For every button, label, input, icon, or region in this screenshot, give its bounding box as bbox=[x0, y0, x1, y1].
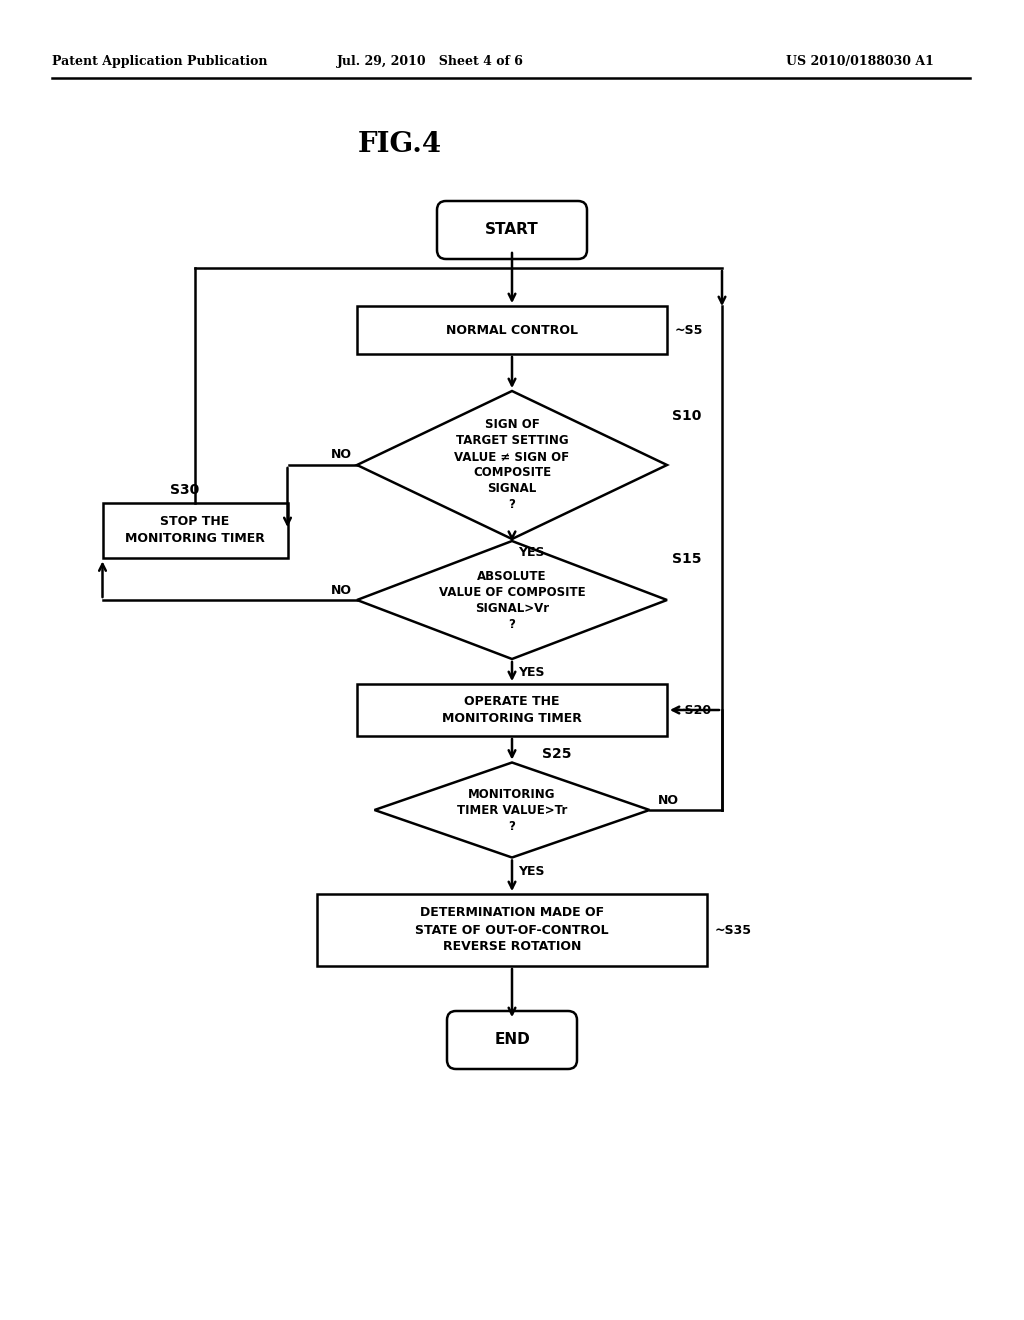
Text: OPERATE THE
MONITORING TIMER: OPERATE THE MONITORING TIMER bbox=[442, 696, 582, 725]
Text: S25: S25 bbox=[542, 747, 571, 762]
Text: STOP THE
MONITORING TIMER: STOP THE MONITORING TIMER bbox=[125, 515, 265, 545]
Text: YES: YES bbox=[518, 546, 545, 560]
Text: Patent Application Publication: Patent Application Publication bbox=[52, 55, 267, 69]
Text: S30: S30 bbox=[170, 483, 200, 498]
Bar bbox=[102, 503, 288, 557]
Text: YES: YES bbox=[518, 865, 545, 878]
Text: S15: S15 bbox=[672, 552, 701, 566]
Text: ~S20: ~S20 bbox=[675, 704, 712, 717]
Polygon shape bbox=[357, 391, 667, 539]
Text: ABSOLUTE
VALUE OF COMPOSITE
SIGNAL>Vr
?: ABSOLUTE VALUE OF COMPOSITE SIGNAL>Vr ? bbox=[438, 569, 586, 631]
Text: DETERMINATION MADE OF
STATE OF OUT-OF-CONTROL
REVERSE ROTATION: DETERMINATION MADE OF STATE OF OUT-OF-CO… bbox=[415, 907, 609, 953]
Text: END: END bbox=[495, 1032, 529, 1048]
Text: US 2010/0188030 A1: US 2010/0188030 A1 bbox=[786, 55, 934, 69]
Polygon shape bbox=[357, 541, 667, 659]
Text: MONITORING
TIMER VALUE>Tr
?: MONITORING TIMER VALUE>Tr ? bbox=[457, 788, 567, 833]
Text: START: START bbox=[485, 223, 539, 238]
Bar bbox=[357, 306, 667, 354]
FancyBboxPatch shape bbox=[447, 1011, 577, 1069]
Text: SIGN OF
TARGET SETTING
VALUE ≠ SIGN OF
COMPOSITE
SIGNAL
?: SIGN OF TARGET SETTING VALUE ≠ SIGN OF C… bbox=[455, 418, 569, 511]
Bar bbox=[357, 684, 667, 737]
Text: NO: NO bbox=[657, 793, 679, 807]
Text: S10: S10 bbox=[672, 409, 701, 422]
Text: NO: NO bbox=[331, 449, 352, 462]
Text: NORMAL CONTROL: NORMAL CONTROL bbox=[446, 323, 578, 337]
Text: FIG.4: FIG.4 bbox=[358, 132, 442, 158]
FancyBboxPatch shape bbox=[437, 201, 587, 259]
Text: ~S5: ~S5 bbox=[675, 323, 703, 337]
Polygon shape bbox=[375, 763, 649, 858]
Text: YES: YES bbox=[518, 667, 545, 680]
Text: ~S35: ~S35 bbox=[715, 924, 752, 936]
Text: NO: NO bbox=[331, 583, 352, 597]
Bar bbox=[317, 894, 707, 966]
Text: Jul. 29, 2010   Sheet 4 of 6: Jul. 29, 2010 Sheet 4 of 6 bbox=[337, 55, 523, 69]
